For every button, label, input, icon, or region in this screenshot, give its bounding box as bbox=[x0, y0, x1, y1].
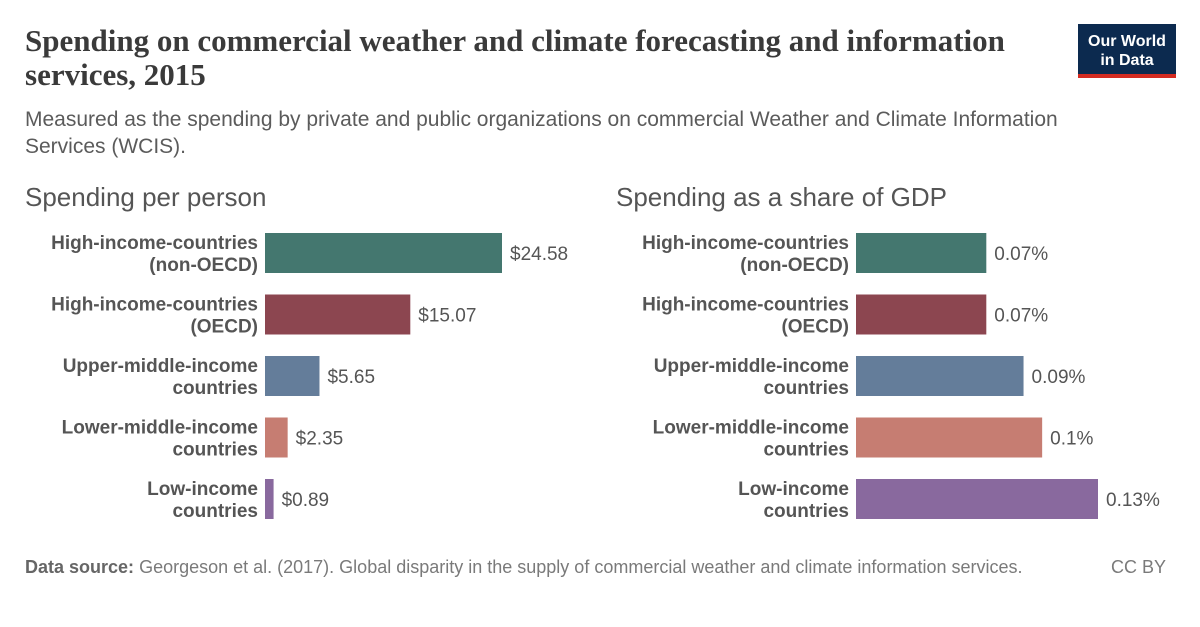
share-gdp-bar-0[interactable] bbox=[856, 233, 987, 273]
chart-title: Spending on commercial weather and clima… bbox=[25, 23, 1005, 92]
owid-logo[interactable]: Our World in Data bbox=[1078, 24, 1176, 78]
share-gdp-value-label-3: 0.1% bbox=[1050, 429, 1093, 450]
panel-title-share-gdp: Spending as a share of GDP bbox=[616, 182, 947, 212]
share-gdp-bar-4[interactable] bbox=[856, 479, 1098, 519]
per-person-bar-1[interactable] bbox=[265, 294, 411, 335]
per-person-value-label-0: $24.58 bbox=[510, 244, 568, 265]
per-person-value-label-4: $0.89 bbox=[282, 490, 330, 511]
per-person-category-label-3: Lower-middle-income countries bbox=[62, 418, 258, 461]
share-gdp-category-label-1: High-income-countries (OECD) bbox=[642, 295, 849, 338]
per-person-category-label-1: High-income-countries (OECD) bbox=[51, 295, 258, 338]
share-gdp-bar-2[interactable] bbox=[856, 356, 1024, 396]
data-source: Data source: Georgeson et al. (2017). Gl… bbox=[25, 555, 1085, 579]
logo-line-2: in Data bbox=[1100, 52, 1154, 69]
share-gdp-category-label-3: Lower-middle-income countries bbox=[653, 418, 849, 461]
panel-title-per-person: Spending per person bbox=[25, 182, 267, 212]
chart-subtitle: Measured as the spending by private and … bbox=[25, 108, 1058, 158]
logo-line-1: Our World bbox=[1088, 33, 1166, 50]
per-person-category-label-4: Low-income countries bbox=[147, 479, 258, 522]
share-gdp-category-label-4: Low-income countries bbox=[738, 479, 849, 522]
share-gdp-value-label-0: 0.07% bbox=[994, 244, 1048, 265]
share-gdp-value-label-4: 0.13% bbox=[1106, 490, 1160, 511]
data-source-text: Georgeson et al. (2017). Global disparit… bbox=[139, 557, 1023, 577]
share-gdp-value-label-1: 0.07% bbox=[994, 306, 1048, 327]
per-person-value-label-2: $5.65 bbox=[327, 367, 375, 388]
share-gdp-category-label-2: Upper-middle-income countries bbox=[654, 356, 849, 399]
per-person-bar-3[interactable] bbox=[265, 417, 288, 458]
per-person-bar-4[interactable] bbox=[265, 479, 274, 519]
share-gdp-value-label-2: 0.09% bbox=[1032, 367, 1086, 388]
license-link[interactable]: CC BY bbox=[1111, 557, 1167, 577]
per-person-category-label-2: Upper-middle-income countries bbox=[63, 356, 258, 399]
share-gdp-category-label-0: High-income-countries (non-OECD) bbox=[642, 233, 849, 276]
share-gdp-bar-3[interactable] bbox=[856, 417, 1043, 458]
per-person-value-label-1: $15.07 bbox=[418, 306, 476, 327]
share-gdp-bar-1[interactable] bbox=[856, 294, 987, 335]
data-source-label: Data source: bbox=[25, 557, 135, 577]
per-person-bar-2[interactable] bbox=[265, 356, 320, 396]
per-person-value-label-3: $2.35 bbox=[296, 429, 344, 450]
per-person-bar-0[interactable] bbox=[265, 233, 502, 273]
per-person-category-label-0: High-income-countries (non-OECD) bbox=[51, 233, 258, 276]
